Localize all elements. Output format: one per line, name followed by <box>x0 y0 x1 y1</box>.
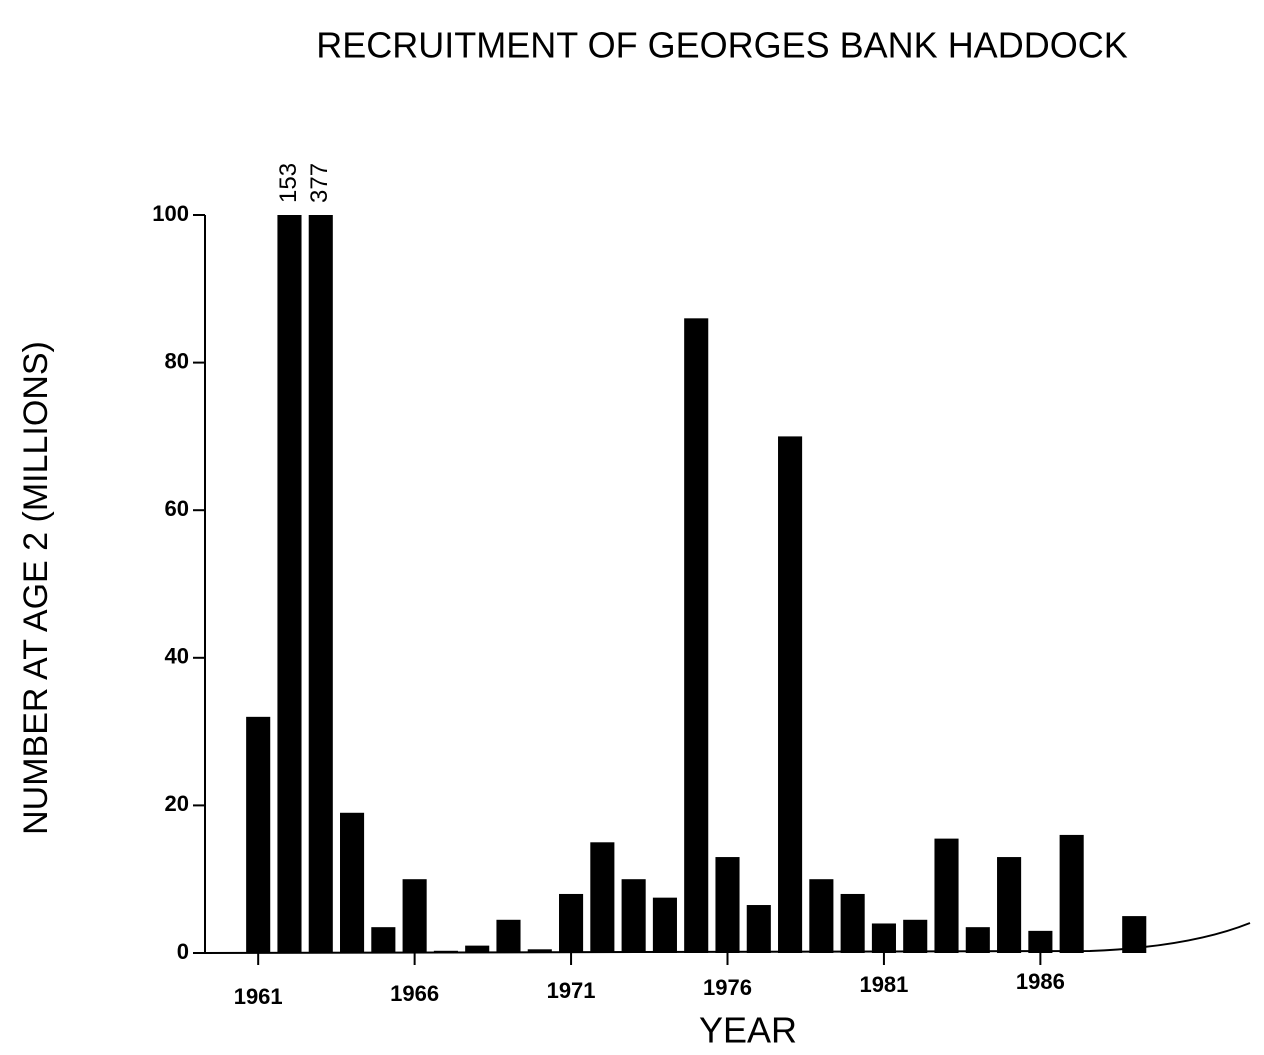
bar <box>934 838 959 953</box>
y-tick-label: 100 <box>152 201 189 226</box>
bar <box>371 927 396 953</box>
y-tick-label: 40 <box>165 644 189 669</box>
bar <box>652 897 677 953</box>
data-label: 377 <box>306 163 333 203</box>
bar <box>965 927 990 953</box>
bar <box>559 893 584 953</box>
x-tick-label: 1961 <box>234 984 283 1009</box>
data-label: 153 <box>275 163 302 203</box>
bar <box>809 879 834 953</box>
y-tick-label: 20 <box>165 791 189 816</box>
bar <box>277 215 302 954</box>
bar <box>402 879 427 953</box>
bar <box>840 893 865 953</box>
bar <box>308 215 333 953</box>
bar <box>340 812 365 953</box>
bar <box>590 842 615 953</box>
y-tick-label: 80 <box>165 348 189 373</box>
x-tick-label: 1976 <box>703 975 752 1000</box>
x-axis-label: YEAR <box>699 1010 797 1051</box>
y-tick-label: 60 <box>165 496 189 521</box>
bar <box>997 857 1022 953</box>
chart-title: RECRUITMENT OF GEORGES BANK HADDOCK <box>316 25 1127 66</box>
y-tick-label: 0 <box>177 939 189 964</box>
x-tick-label: 1966 <box>390 981 439 1006</box>
y-axis-label: NUMBER AT AGE 2 (MILLIONS) <box>17 341 55 835</box>
bar <box>246 716 271 953</box>
bar <box>1059 834 1084 953</box>
bar <box>465 945 490 953</box>
bar <box>621 879 646 953</box>
x-tick-label: 1981 <box>859 972 908 997</box>
bar <box>746 905 771 953</box>
bar <box>778 436 803 953</box>
bar <box>496 919 521 953</box>
bar <box>527 949 552 953</box>
x-axis <box>204 922 1251 954</box>
x-tick-label: 1986 <box>1016 969 1065 994</box>
bar <box>871 923 896 953</box>
bar <box>1028 930 1053 953</box>
bar <box>684 318 709 953</box>
plot-area <box>246 215 1147 954</box>
bar <box>715 857 740 953</box>
x-tick-label: 1971 <box>547 978 596 1003</box>
bar <box>903 919 928 953</box>
